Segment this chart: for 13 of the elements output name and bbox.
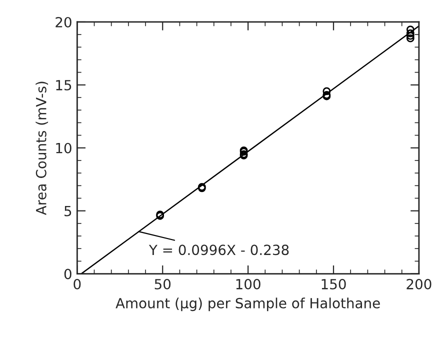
- annotation: Y = 0.0996X - 0.238: [148, 244, 289, 256]
- x-tick-label: 50: [154, 278, 171, 290]
- y-tick-label: 15: [56, 80, 72, 90]
- y-tick-label: 0: [64, 268, 72, 280]
- x-tick-label: 200: [406, 278, 432, 290]
- x-axis-title: Amount (µg) per Sample of Halothane: [116, 298, 380, 312]
- x-tick-label: 150: [322, 278, 346, 290]
- y-axis-title: Area Counts (mV-s): [36, 82, 48, 216]
- y-tick-label: 10: [56, 142, 72, 154]
- y-tick-label: 5: [64, 206, 72, 216]
- x-tick-label: 0: [74, 278, 81, 290]
- y-tick-label: 20: [56, 16, 72, 28]
- x-tick-label: 100: [236, 278, 260, 290]
